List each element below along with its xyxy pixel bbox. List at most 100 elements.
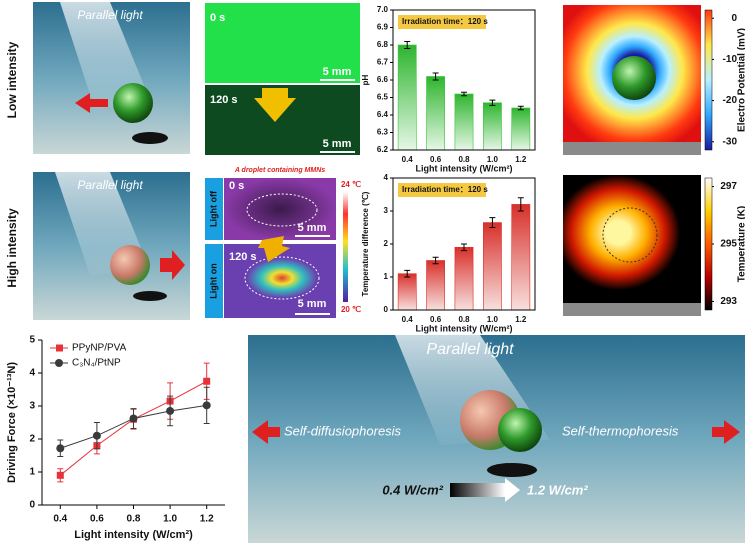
- x-tick-label: 0.6: [430, 155, 442, 164]
- time-label: 120 s: [210, 94, 238, 106]
- particle-half: [498, 408, 542, 452]
- y-tick-label: 4: [384, 173, 389, 182]
- state-label: Light off: [208, 190, 218, 227]
- y-axis-label: Driving Force (×10⁻¹³N): [6, 362, 18, 483]
- outline: [244, 256, 320, 300]
- arrow: [258, 236, 290, 262]
- droplet-images: 0 s 120 s 5 mm 5 mm: [205, 3, 360, 155]
- shadow: [133, 291, 167, 301]
- hot-spot: [247, 258, 317, 298]
- intensity-arrowhead: [505, 478, 520, 502]
- bar: [426, 76, 445, 151]
- particle: [113, 83, 153, 123]
- outline: [246, 193, 318, 227]
- error-bar: [489, 99, 496, 106]
- bar: [511, 204, 531, 311]
- bar: [483, 102, 502, 151]
- x-axis-label: Light intensity (W/cm²): [416, 323, 513, 333]
- state-label: Light on: [208, 263, 218, 299]
- bar: [454, 247, 474, 311]
- x-tick-label: 0.8: [458, 315, 470, 324]
- y-axis-label: pH: [361, 74, 370, 85]
- substrate: [563, 303, 701, 316]
- intensity-high: 1.2 W/cm²: [527, 482, 588, 497]
- x-tick-label: 0.6: [430, 315, 442, 324]
- error-bar: [517, 197, 524, 212]
- y-tick-label: 1: [29, 467, 35, 478]
- error-bar: [432, 72, 439, 81]
- x-tick-label: 1.0: [487, 315, 499, 324]
- x-tick-label: 0.4: [53, 514, 67, 525]
- arrow: [75, 93, 108, 113]
- colorbar-tick-label: 295: [720, 239, 737, 250]
- arrow: [254, 88, 296, 122]
- annotation: Irradiation time：120 s: [402, 185, 488, 194]
- illustration-high: Parallel light High intensity: [5, 172, 190, 320]
- colorbar-tick-label: 297: [720, 181, 737, 192]
- y-axis-label: Temperature difference (℃): [361, 191, 370, 296]
- scene: Parallel light Self-diffusiophoresis Sel…: [248, 335, 745, 543]
- y-tick-label: 6.6: [377, 75, 389, 84]
- bar: [483, 222, 502, 311]
- point: [203, 377, 211, 385]
- annotation: Irradiation time：120 s: [402, 17, 488, 26]
- colorbar-tick-label: 0: [731, 13, 737, 24]
- colorbar-label: Temperature (K): [737, 206, 745, 283]
- thermal-images: A droplet containing MMNs Light off Ligh…: [205, 167, 361, 318]
- error-bar: [404, 269, 411, 278]
- x-tick-label: 0.6: [90, 514, 104, 525]
- y-tick-label: 2: [29, 434, 35, 445]
- x-tick-label: 0.4: [402, 315, 414, 324]
- y-tick-label: 6.4: [377, 110, 389, 119]
- temperature-map: [563, 175, 701, 303]
- temp-min: 20 ℃: [341, 305, 361, 314]
- intensity-arrow: [450, 483, 505, 497]
- scene-title: Parallel light: [426, 341, 514, 358]
- row-label: High intensity: [5, 208, 19, 288]
- error-bar: [461, 243, 467, 252]
- temp-bar: [343, 192, 348, 302]
- x-tick-label: 0.4: [402, 155, 414, 164]
- y-tick-label: 6.3: [377, 128, 389, 137]
- colorbar-tick-label: -10: [723, 54, 738, 65]
- arrow: [160, 250, 185, 280]
- colorbar-tick-label: -30: [723, 136, 738, 147]
- y-tick-label: 0: [29, 500, 35, 511]
- error-bar: [432, 256, 439, 265]
- caption: A droplet containing MMNs: [234, 167, 325, 174]
- label-box: [205, 244, 223, 318]
- x-tick-label: 1.2: [515, 315, 527, 324]
- bar: [397, 44, 417, 151]
- bar: [454, 93, 474, 151]
- arrow-right: [712, 420, 740, 444]
- time-label: 120 s: [229, 251, 257, 263]
- point: [92, 431, 101, 440]
- y-tick-label: 2: [384, 239, 389, 248]
- y-tick-label: 6.8: [377, 40, 389, 49]
- scale-label: 5 mm: [298, 222, 327, 234]
- panel-title: Parallel light: [77, 8, 143, 22]
- bar: [397, 273, 417, 311]
- scale-label: 5 mm: [323, 66, 352, 78]
- x-tick-label: 0.8: [127, 514, 141, 525]
- plot-frame: [392, 177, 536, 311]
- particle: [110, 245, 150, 285]
- error-bar: [404, 41, 411, 49]
- y-tick-label: 1: [384, 272, 389, 281]
- colorbar: [704, 9, 713, 151]
- point: [202, 401, 211, 410]
- y-tick-label: 3: [29, 401, 35, 412]
- y-tick-label: 7.0: [377, 5, 389, 14]
- legend-marker: [56, 344, 63, 352]
- x-tick-label: 0.8: [458, 155, 470, 164]
- shadow: [487, 463, 537, 477]
- x-tick-label: 1.0: [487, 155, 499, 164]
- y-tick-label: 4: [29, 368, 35, 379]
- plot-frame: [392, 9, 536, 151]
- point: [56, 444, 65, 453]
- colorbar-tick-label: -20: [723, 95, 738, 106]
- mechanism-right: Self-thermophoresis: [562, 423, 679, 438]
- light-beam: [60, 2, 150, 110]
- error-bar: [461, 91, 467, 97]
